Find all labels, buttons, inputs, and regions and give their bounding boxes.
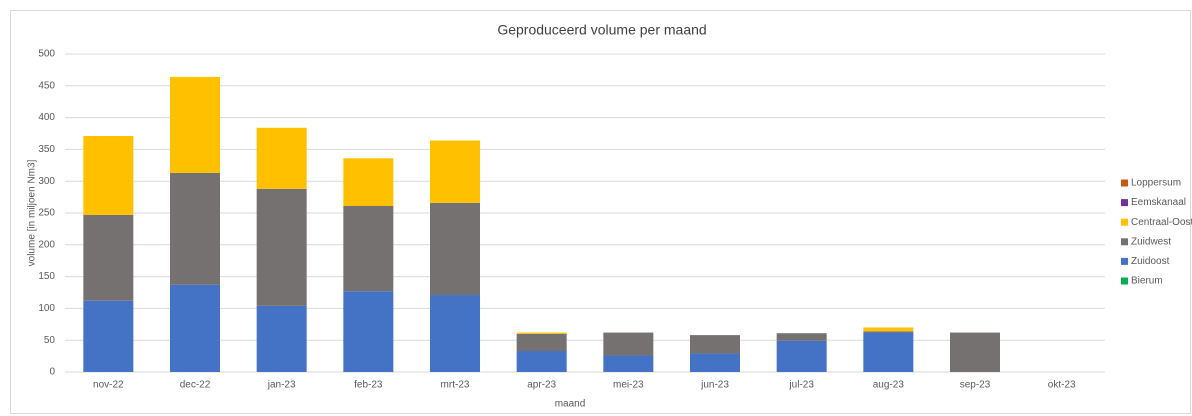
legend-label: Zuidoost [1131,256,1170,267]
legend-label: Eemskanaal [1131,197,1186,208]
bar-segment [343,206,394,292]
y-axis-label: volume [in miljoen Nm3] [27,159,38,266]
bar-segment [516,351,567,372]
bar-segment [690,335,740,354]
bar-segment [430,295,480,372]
bar-segment [256,188,307,306]
y-tick-label: 0 [49,367,55,378]
bar-segment [430,140,480,203]
bar-segment [863,332,914,372]
x-tick-label: dec-22 [180,380,211,391]
y-tick-label: 450 [38,80,55,91]
bar-segment [776,333,827,341]
x-tick-label: sep-23 [960,380,991,391]
x-tick-label: mrt-23 [441,380,470,391]
legend-swatch [1121,199,1128,207]
bar-segment [430,202,480,296]
y-tick-label: 350 [38,144,55,155]
bar-segment [83,300,134,372]
bar-segment [950,332,1000,372]
legend-swatch [1121,218,1128,226]
legend-label: Loppersum [1131,178,1181,189]
bar-segment [170,284,220,372]
bar-segment [343,291,394,372]
bar-segment [516,333,567,352]
legend-swatch [1121,277,1128,285]
bar-segment [603,355,654,372]
bar-segment [83,214,134,301]
bar-segment [170,172,220,285]
y-tick-label: 150 [38,271,55,282]
y-tick-label: 300 [38,176,55,187]
legend-swatch [1121,238,1128,246]
bar-segment [603,332,654,356]
x-tick-label: aug-23 [873,380,905,391]
bar-segment [256,127,307,189]
bar-segment [256,305,307,372]
x-tick-label: nov-22 [93,380,124,391]
x-axis-label: maand [555,399,586,410]
bar-segment [343,158,394,207]
x-tick-label: jun-23 [700,380,729,391]
x-tick-label: feb-23 [354,380,383,391]
x-tick-label: mei-23 [613,380,644,391]
bar-segment [170,76,220,173]
x-tick-label: jan-23 [267,380,296,391]
chart-title: Geproduceerd volume per maand [497,22,706,38]
x-tick-label: jul-23 [788,380,814,391]
y-tick-label: 250 [38,208,55,219]
y-tick-label: 50 [44,335,56,346]
legend-label: Bierum [1131,276,1163,287]
legend-label: Centraal-Oost [1131,217,1192,228]
bar-segment [516,332,567,334]
bar-segment [776,340,827,372]
y-tick-label: 100 [38,303,55,314]
bar-segment [83,136,134,215]
x-tick-label: apr-23 [527,380,556,391]
x-tick-label: okt-23 [1048,380,1076,391]
bar-segment [863,327,914,332]
bar-segment [690,353,740,372]
y-tick-label: 200 [38,239,55,250]
y-tick-label: 500 [38,49,55,60]
legend-swatch [1121,257,1128,265]
y-tick-label: 400 [38,112,55,123]
legend-label: Zuidwest [1131,236,1171,247]
legend-swatch [1121,179,1128,187]
bar-segment [863,331,914,333]
